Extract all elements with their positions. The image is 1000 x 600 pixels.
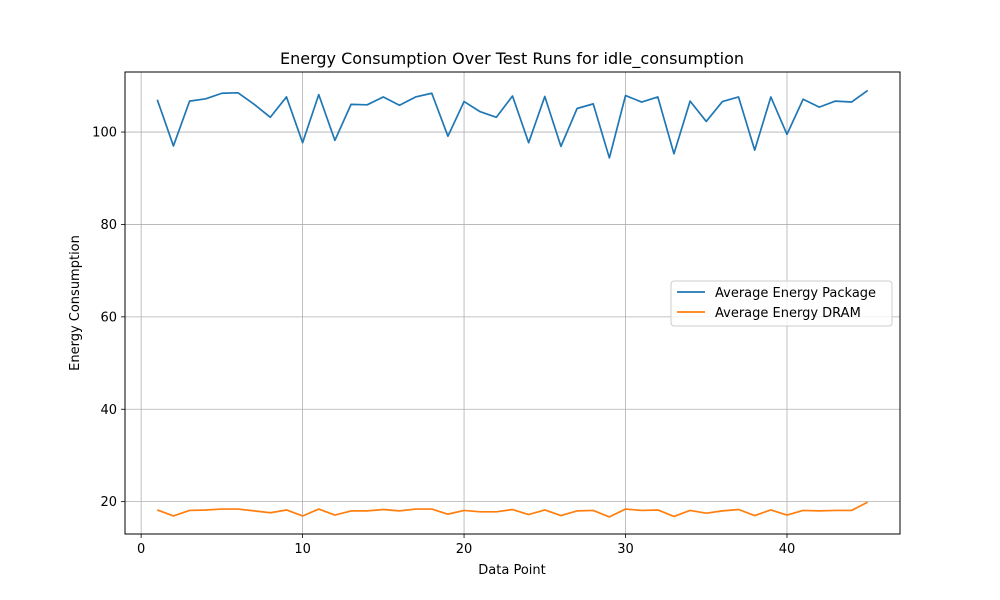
series-lines bbox=[156, 89, 869, 518]
y-tick-label: 20 bbox=[100, 495, 117, 510]
x-tick-label: 20 bbox=[456, 542, 473, 557]
legend-box bbox=[670, 280, 893, 327]
y-tick-label: 60 bbox=[100, 310, 117, 325]
legend: Average Energy Package Average Energy DR… bbox=[670, 280, 893, 327]
series-line-dram bbox=[156, 501, 869, 518]
chart-title: Energy Consumption Over Test Runs for id… bbox=[280, 49, 744, 69]
grid-lines bbox=[125, 72, 900, 534]
x-tick-label: 30 bbox=[617, 542, 634, 557]
x-tick-label: 10 bbox=[294, 542, 311, 557]
legend-label-package: Average Energy Package bbox=[715, 286, 876, 301]
axis-ticks: 0 10 20 30 40 20 40 60 80 100 bbox=[92, 126, 795, 557]
x-tick-label: 40 bbox=[779, 542, 796, 557]
y-axis-label: Energy Consumption bbox=[68, 235, 83, 371]
x-tick-label: 0 bbox=[137, 542, 145, 557]
legend-label-dram: Average Energy DRAM bbox=[715, 306, 861, 321]
y-tick-label: 80 bbox=[100, 218, 117, 233]
y-tick-label: 100 bbox=[92, 126, 117, 141]
x-axis-label: Data Point bbox=[478, 563, 545, 578]
series-line-package bbox=[156, 89, 869, 159]
y-tick-label: 40 bbox=[100, 403, 117, 418]
plot-area-frame bbox=[124, 71, 901, 535]
